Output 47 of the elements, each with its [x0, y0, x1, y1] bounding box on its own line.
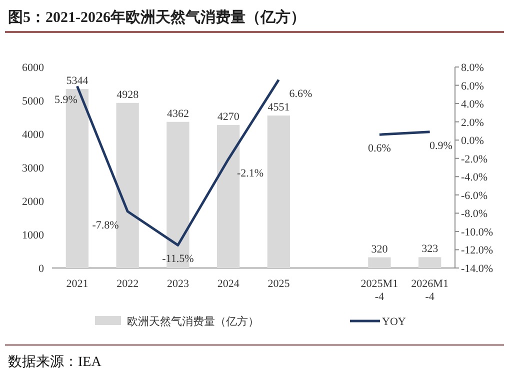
y-tick-label: 6000	[22, 62, 44, 74]
source-note: 数据来源：IEA	[8, 354, 102, 370]
x-tick-label: 2022	[116, 278, 139, 290]
bar	[267, 116, 290, 268]
y-tick-label: 5000	[22, 96, 44, 108]
data-label: 4362	[166, 108, 189, 120]
x-tick-label: 2025M1-4	[360, 278, 398, 303]
data-label: 323	[422, 243, 439, 256]
legend-label: YOY	[382, 316, 406, 328]
data-label: 4270	[217, 110, 240, 123]
x-tick-label: 2023	[166, 278, 190, 290]
data-label: 5.9%	[54, 94, 78, 106]
data-label: 4928	[116, 88, 140, 101]
y2-tick-label: 4.0%	[461, 98, 484, 111]
x-tick-label: 2026M1-4	[411, 278, 448, 303]
legend-label: 欧洲天然气消费量（亿方）	[127, 315, 259, 328]
y2-tick-label: -4.0%	[461, 172, 488, 184]
y-tick-label: 4000	[22, 129, 44, 141]
data-label: 4551	[268, 102, 290, 114]
y2-tick-label: 0.0%	[461, 135, 484, 148]
data-label: -2.1%	[237, 167, 264, 180]
y2-tick-label: -2.0%	[461, 153, 488, 166]
y2-tick-label: -12.0%	[461, 244, 494, 257]
x-tick-label: 2024	[217, 278, 240, 290]
x-tick-label: 2025	[268, 278, 290, 290]
y2-tick-label: -8.0%	[461, 208, 488, 220]
data-label: 6.6%	[289, 88, 312, 100]
data-label: -11.5%	[162, 253, 194, 266]
data-label: 0.6%	[368, 142, 391, 155]
y2-tick-label: 6.0%	[461, 80, 484, 92]
y2-tick-label: 2.0%	[461, 116, 484, 129]
data-label: -7.8%	[92, 219, 119, 232]
bar	[368, 257, 391, 268]
y2-tick-label: -14.0%	[461, 263, 494, 275]
data-label: 320	[371, 243, 388, 256]
data-label: 0.9%	[430, 140, 452, 152]
y2-tick-label: -10.0%	[461, 226, 494, 238]
chart-title: 图5：2021-2026年欧洲天然气消费量（亿方）	[8, 8, 306, 26]
y2-tick-label: -6.0%	[461, 190, 488, 202]
bar	[418, 257, 442, 268]
y-tick-label: 2000	[22, 196, 44, 208]
y2-tick-label: 8.0%	[461, 62, 484, 74]
x-tick-label: 2021	[66, 278, 88, 290]
y-tick-label: 1000	[22, 230, 44, 242]
data-label: 5344	[66, 74, 89, 87]
y-tick-label: 3000	[22, 162, 44, 174]
y-tick-label: 0	[38, 263, 44, 275]
